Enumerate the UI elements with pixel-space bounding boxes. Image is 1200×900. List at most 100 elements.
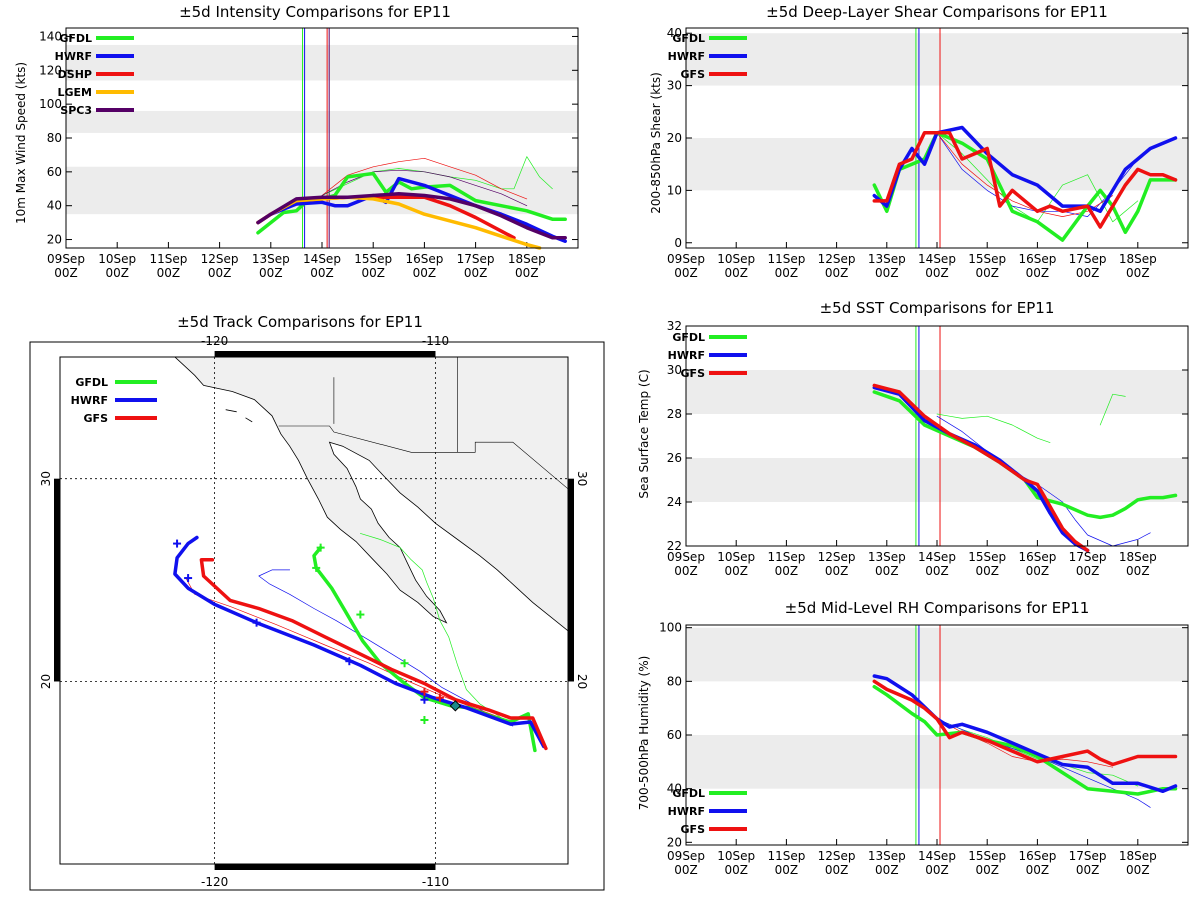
rh-panel: ±5d Mid-Level RH Comparisons for EP11 70…	[637, 599, 1189, 877]
lon-tick-label-top: -120	[201, 334, 228, 348]
track-title: ±5d Track Comparisons for EP11	[177, 313, 423, 331]
lat-tick-label-right: 30	[575, 471, 589, 486]
y-tick-label: 100	[39, 97, 62, 111]
legend-label: HWRF	[668, 50, 705, 63]
series-line-hwrf	[256, 176, 567, 243]
x-tick-day: 14Sep	[918, 252, 956, 266]
legend-label: GFDL	[672, 787, 705, 800]
x-tick-day: 17Sep	[457, 252, 495, 266]
legend-label: HWRF	[71, 394, 108, 407]
x-tick-day: 17Sep	[1069, 252, 1107, 266]
series-line-gfdl	[872, 390, 1178, 520]
legend-label: GFS	[681, 823, 706, 836]
y-tick-label: 26	[667, 451, 682, 465]
legend-label: GFS	[84, 412, 109, 425]
y-tick-label: 30	[667, 79, 682, 93]
rh-title: ±5d Mid-Level RH Comparisons for EP11	[785, 599, 1090, 617]
x-tick-hour: 00Z	[925, 564, 949, 578]
x-tick-hour: 00Z	[1126, 863, 1150, 877]
x-tick-day: 15Sep	[968, 550, 1006, 564]
x-tick-hour: 00Z	[1026, 863, 1050, 877]
track-day-marker	[420, 695, 429, 704]
x-tick-hour: 00Z	[54, 266, 78, 280]
shaded-band	[66, 110, 578, 133]
x-tick-day: 16Sep	[1018, 550, 1056, 564]
shaded-band	[686, 138, 1188, 191]
x-tick-day: 18Sep	[1119, 550, 1157, 564]
x-tick-hour: 00Z	[674, 266, 698, 280]
x-tick-hour: 00Z	[975, 564, 999, 578]
x-tick-day: 11Sep	[767, 550, 805, 564]
x-tick-hour: 00Z	[464, 266, 488, 280]
x-tick-day: 11Sep	[149, 252, 187, 266]
shear-title: ±5d Deep-Layer Shear Comparisons for EP1…	[766, 3, 1108, 21]
legend-label: GFS	[681, 367, 706, 380]
lon-tick-label-bottom: -120	[201, 875, 228, 889]
x-tick-day: 15Sep	[968, 252, 1006, 266]
series-line-gfdl-previous	[1099, 393, 1126, 426]
legend-label: GFDL	[672, 32, 705, 45]
track-line-gfs	[199, 558, 548, 751]
y-tick-label: 28	[667, 407, 682, 421]
intensity-y-label: 10m Max Wind Speed (kts)	[14, 62, 28, 224]
x-tick-day: 13Sep	[868, 550, 906, 564]
shaded-band	[686, 735, 1188, 789]
channel-islands	[225, 409, 237, 413]
series-line-gfs	[872, 679, 1178, 767]
y-tick-label: 40	[667, 782, 682, 796]
x-tick-hour: 00Z	[875, 863, 899, 877]
storm-center-marker	[449, 700, 462, 712]
y-tick-label: 0	[674, 236, 682, 250]
y-tick-label: 30	[667, 363, 682, 377]
x-tick-hour: 00Z	[724, 266, 748, 280]
shaded-band	[66, 44, 578, 81]
x-tick-hour: 00Z	[724, 564, 748, 578]
legend-label: GFDL	[59, 32, 92, 45]
map-edge-bar	[54, 478, 60, 682]
x-tick-day: 10Sep	[717, 252, 755, 266]
x-tick-day: 11Sep	[767, 252, 805, 266]
x-tick-hour: 00Z	[724, 863, 748, 877]
legend-label: HWRF	[668, 805, 705, 818]
x-tick-day: 10Sep	[717, 849, 755, 863]
y-tick-label: 20	[47, 233, 62, 247]
x-tick-hour: 00Z	[775, 266, 799, 280]
legend-label: LGEM	[58, 86, 93, 99]
track-day-marker	[435, 693, 444, 702]
x-tick-day: 11Sep	[767, 849, 805, 863]
lat-tick-label-right: 20	[575, 674, 589, 689]
x-tick-hour: 00Z	[775, 564, 799, 578]
x-tick-hour: 00Z	[1076, 564, 1100, 578]
series-line-gfdl	[256, 171, 567, 235]
rh-y-label: 700-500hPa Humidity (%)	[637, 656, 651, 811]
x-tick-day: 18Sep	[1119, 849, 1157, 863]
y-tick-label: 140	[39, 29, 62, 43]
y-tick-label: 32	[667, 319, 682, 333]
shaded-band	[686, 370, 1188, 414]
series-line-spc3-previous	[321, 169, 528, 207]
track-day-marker	[420, 716, 429, 725]
x-tick-hour: 00Z	[361, 266, 385, 280]
y-tick-label: 20	[667, 131, 682, 145]
x-tick-day: 09Sep	[667, 252, 705, 266]
series-line-hwrf	[872, 674, 1178, 794]
track-day-marker	[184, 574, 193, 583]
x-tick-day: 14Sep	[918, 849, 956, 863]
x-tick-hour: 00Z	[825, 564, 849, 578]
x-tick-day: 09Sep	[47, 252, 85, 266]
x-tick-day: 15Sep	[968, 849, 1006, 863]
x-tick-hour: 00Z	[1026, 564, 1050, 578]
series-line-hwrf-previous	[936, 415, 1151, 547]
track-day-marker	[312, 563, 321, 572]
us-mexico-border	[278, 425, 569, 490]
y-tick-label: 120	[39, 63, 62, 77]
x-tick-hour: 00Z	[1126, 564, 1150, 578]
sst-y-label: Sea Surface Temp (C)	[637, 369, 651, 498]
x-tick-day: 09Sep	[667, 849, 705, 863]
x-tick-hour: 00Z	[975, 863, 999, 877]
x-tick-day: 16Sep	[1018, 252, 1056, 266]
x-tick-hour: 00Z	[925, 266, 949, 280]
track-day-marker	[400, 659, 409, 668]
intensity-panel: ±5d Intensity Comparisons for EP11 10m M…	[14, 3, 579, 280]
